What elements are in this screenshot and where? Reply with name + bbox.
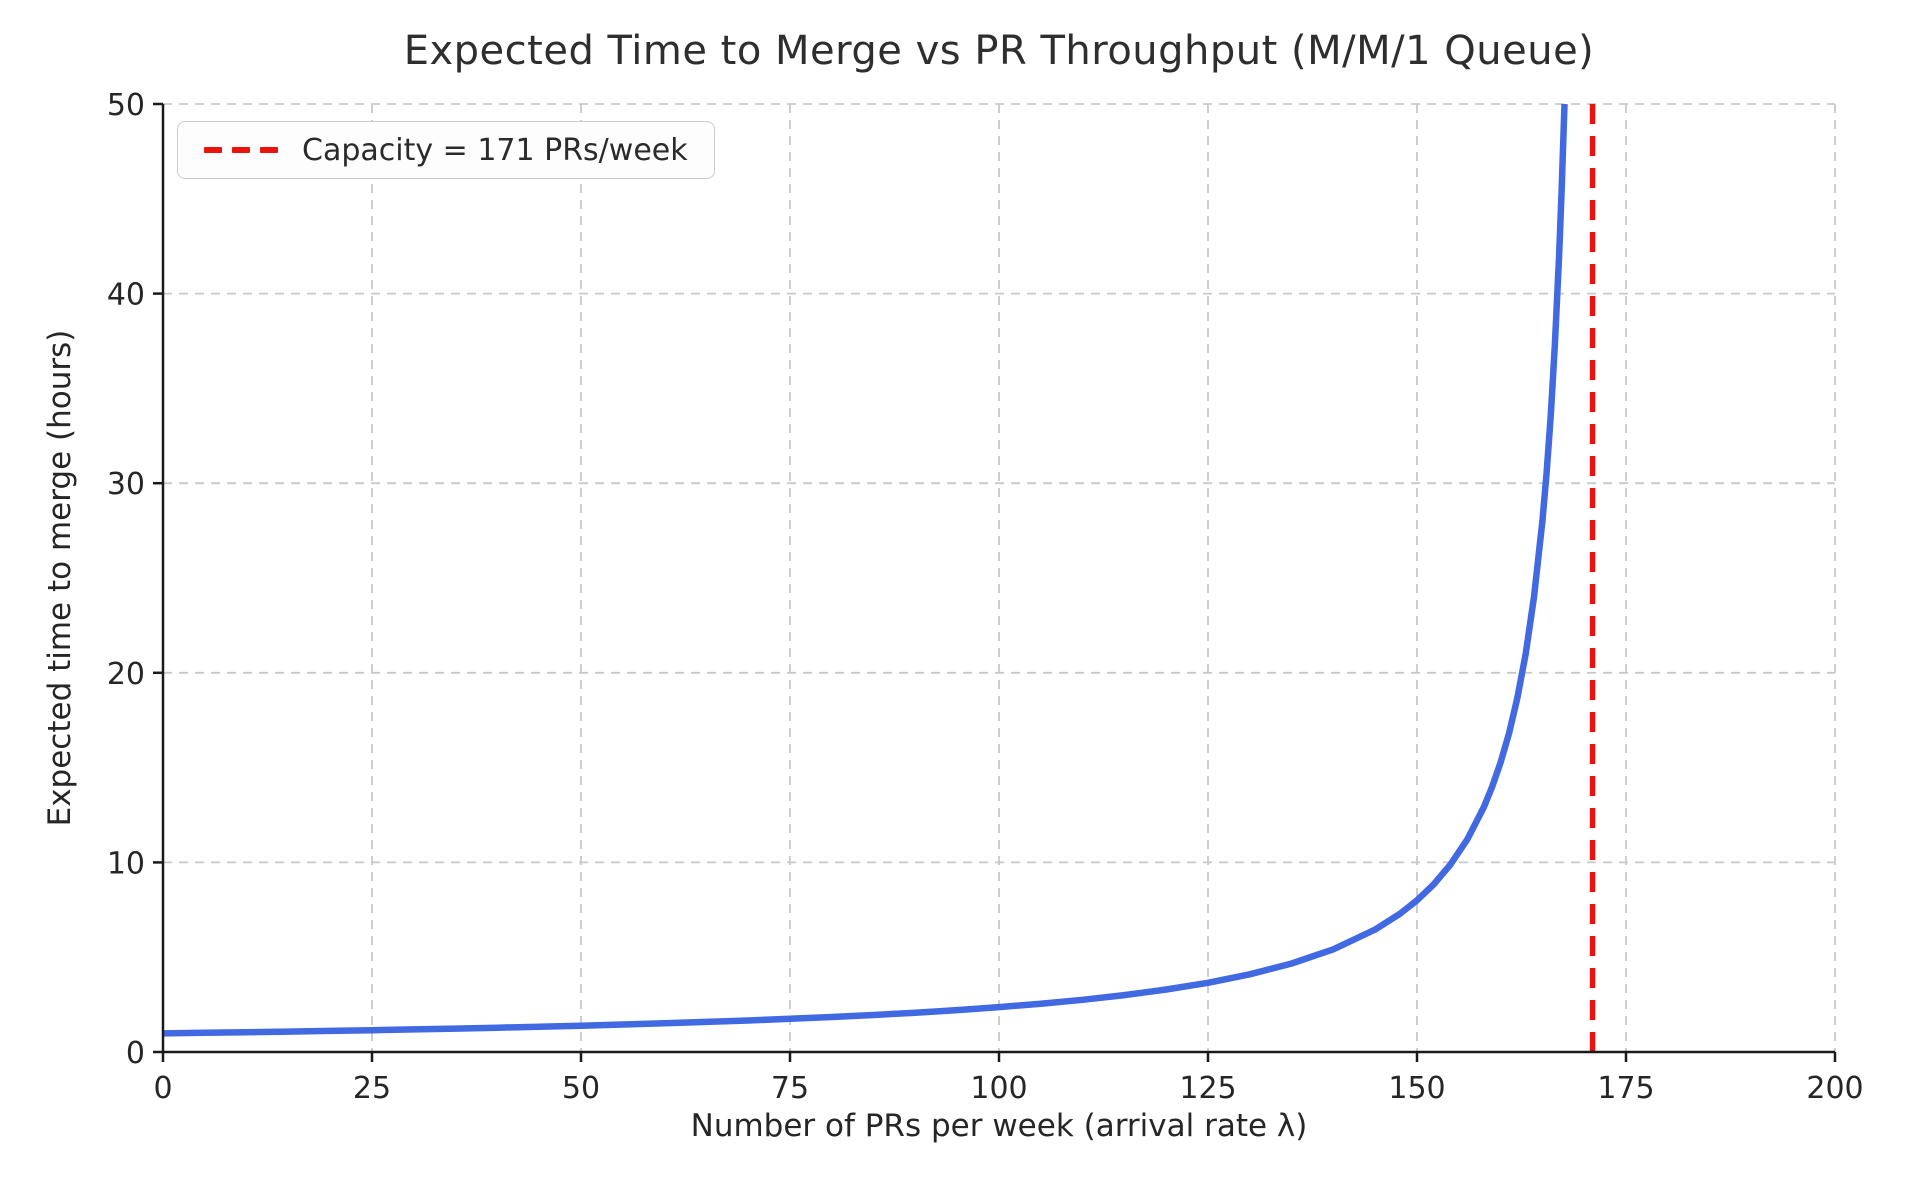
x-tick-label-0: 0 bbox=[153, 1071, 172, 1106]
y-tick-label-50: 50 bbox=[107, 88, 145, 123]
chart-title: Expected Time to Merge vs PR Throughput … bbox=[403, 28, 1595, 74]
x-tick-label-50: 50 bbox=[562, 1071, 600, 1106]
x-tick-label-25: 25 bbox=[353, 1071, 391, 1106]
x-tick-label-125: 125 bbox=[1179, 1071, 1236, 1106]
x-tick-label-200: 200 bbox=[1806, 1071, 1863, 1106]
legend: Capacity = 171 PRs/week bbox=[177, 121, 715, 179]
series-curve-expected-time-to-merge bbox=[163, 104, 1568, 1037]
x-tick-label-100: 100 bbox=[970, 1071, 1027, 1106]
x-tick-label-150: 150 bbox=[1388, 1071, 1445, 1106]
y-tick-label-40: 40 bbox=[107, 278, 145, 313]
y-tick-label-0: 0 bbox=[126, 1036, 145, 1071]
y-tick-label-30: 30 bbox=[107, 467, 145, 502]
y-axis-label: Expected time to merge (hours) bbox=[42, 329, 78, 827]
y-tick-label-20: 20 bbox=[107, 657, 145, 692]
legend-label: Capacity = 171 PRs/week bbox=[302, 132, 688, 168]
x-axis-label: Number of PRs per week (arrival rate λ) bbox=[690, 1108, 1308, 1144]
y-tick-label-10: 10 bbox=[107, 846, 145, 881]
legend-dashed-line-icon bbox=[204, 147, 278, 153]
x-tick-label-75: 75 bbox=[771, 1071, 809, 1106]
x-tick-label-175: 175 bbox=[1597, 1071, 1654, 1106]
